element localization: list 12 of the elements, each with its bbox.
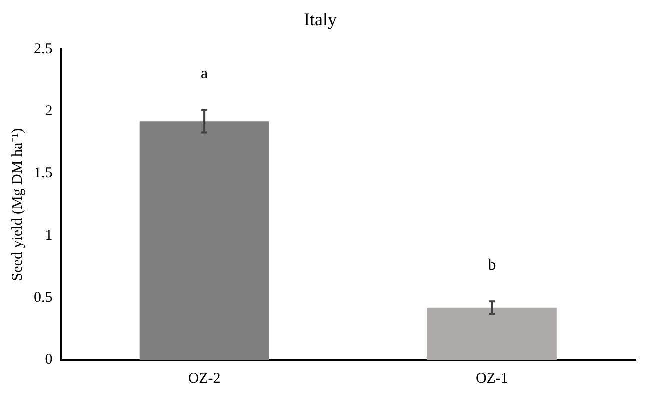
- y-tick-label: 1.5: [34, 166, 53, 182]
- y-axis-title: Seed yield (Mg DM ha⁻¹): [10, 128, 26, 282]
- chart-title: Italy: [304, 10, 337, 30]
- x-tick-label: OZ-2: [188, 370, 221, 387]
- y-tick-label: 0.5: [34, 290, 53, 306]
- y-tick-label: 2: [45, 104, 53, 120]
- y-tick-label: 1: [45, 228, 53, 244]
- annotation: a: [201, 66, 208, 83]
- y-tick-label: 2.5: [34, 42, 53, 58]
- x-tick-label: OZ-1: [476, 370, 508, 387]
- y-tick-label: 0: [45, 352, 53, 368]
- annotation: b: [488, 256, 496, 274]
